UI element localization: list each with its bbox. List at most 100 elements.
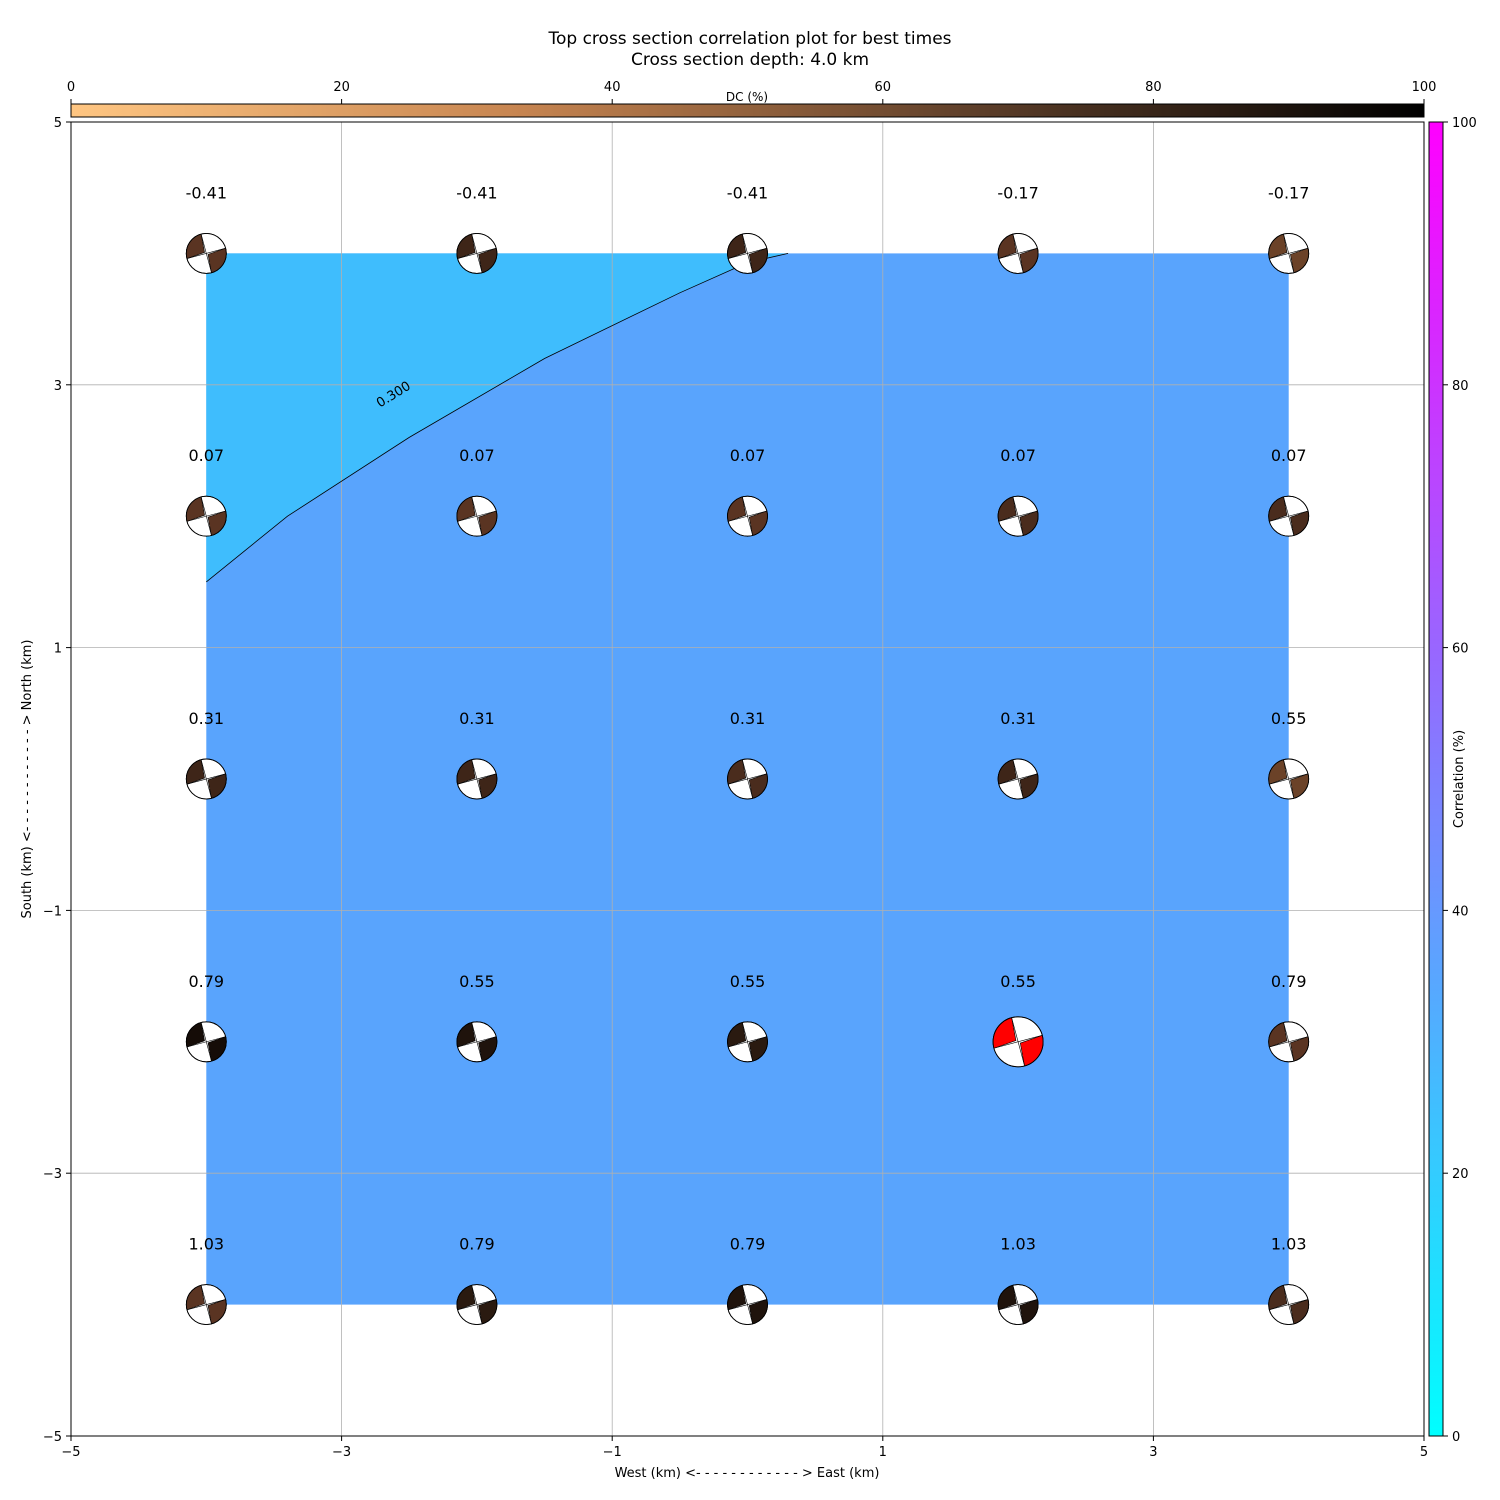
beachball-nodal-plane [457, 247, 497, 259]
beachball-nodal-plane [457, 773, 497, 785]
beachball-nodal-plane [186, 1299, 226, 1311]
correlation-label: 0.79 [1271, 972, 1307, 991]
beachball [727, 232, 768, 274]
beachball-outline [1268, 1284, 1310, 1326]
correlation-tick-label: 20 [1452, 1167, 1469, 1182]
correlation-label: -0.41 [456, 183, 497, 202]
correlation-label: 0.31 [1000, 709, 1036, 728]
correlation-colorbar-label: Correlation (%) [1452, 730, 1467, 828]
beachball-nodal-plane [1269, 1299, 1309, 1311]
correlation-colorbar-ticks: 0 20 40 60 80 100 [1443, 116, 1477, 1445]
beachball [727, 1021, 768, 1063]
beachball-outline [727, 1284, 768, 1326]
y-axis-label: South (km) <- - - - - - - - - - - - > No… [20, 639, 35, 918]
dc-colorbar: 0 20 40 60 80 100 DC (%) [67, 80, 1437, 118]
beachball [456, 495, 498, 537]
beachball-nodal-plane [457, 1299, 497, 1311]
beachball [456, 1021, 498, 1063]
beachball-nodal-plane [728, 1299, 767, 1311]
beachball [997, 1284, 1039, 1326]
plot-area: 0.300 -0.41 -0.41 -0.41 -0.17 -0.170.07 0.07 0… [43, 116, 1428, 1460]
dc-colorbar-ticks: 0 20 40 60 80 100 [67, 80, 1437, 104]
chart-title: Top cross section correlation plot for b… [547, 29, 951, 49]
correlation-label: 0.55 [1000, 972, 1036, 991]
beachball-outline [997, 232, 1039, 274]
beachball-nodal-plane [998, 247, 1038, 259]
grid-lines [71, 122, 1424, 1436]
dc-tick-label: 20 [333, 80, 350, 95]
beachball-outline [456, 758, 498, 800]
beachball-nodal-plane [1269, 1036, 1309, 1048]
beachball-nodal-plane [998, 1299, 1038, 1311]
x-tick-label: 1 [879, 1445, 887, 1460]
beachball [185, 1284, 227, 1326]
beachball-outline [185, 1021, 227, 1063]
beachball-outline [1268, 495, 1310, 537]
correlation-label: 0.07 [730, 446, 766, 465]
y-tick-label: 5 [54, 116, 62, 131]
beachball-nodal-plane [186, 1036, 226, 1048]
correlation-label: 0.31 [459, 709, 495, 728]
y-tick-label: 3 [54, 379, 62, 394]
beachball-nodal-plane [728, 247, 767, 259]
beachball-nodal-plane [186, 773, 226, 785]
dc-colorbar-label: DC (%) [726, 90, 768, 104]
correlation-label: 0.07 [459, 446, 495, 465]
beachball-nodal-plane [1269, 773, 1309, 785]
correlation-label: 0.31 [188, 709, 224, 728]
correlation-label: 1.03 [1271, 1235, 1307, 1254]
plot-frame [70, 121, 1425, 1437]
correlation-label: -0.17 [997, 183, 1038, 202]
correlation-label: 0.55 [730, 972, 766, 991]
beachball [1268, 495, 1310, 537]
y-axis-ticks: −5 −3 −1 1 3 5 [43, 116, 71, 1445]
correlation-tick-label: 100 [1452, 116, 1477, 131]
beachball [1268, 232, 1310, 274]
beachball-outline [185, 1284, 227, 1326]
beachball [997, 495, 1039, 537]
correlation-tick-label: 0 [1452, 1430, 1460, 1445]
chart-subtitle: Cross section depth: 4.0 km [631, 50, 869, 70]
correlation-label: 0.07 [1000, 446, 1036, 465]
correlation-labels: -0.41 -0.41 -0.41 -0.17 -0.17 0.07 0.07 0.07 0.0… [186, 183, 1310, 1253]
y-tick-label: −3 [43, 1167, 62, 1182]
dc-colorbar-bar [70, 103, 1425, 118]
beachball [1268, 758, 1310, 800]
beachball [456, 232, 498, 274]
beachball-nodal-plane [993, 1035, 1043, 1049]
beachball-outline [992, 1016, 1044, 1068]
y-tick-label: −1 [43, 904, 62, 919]
correlation-tick-label: 80 [1452, 379, 1469, 394]
beachball-nodal-plane [998, 773, 1038, 785]
beachball-outline [727, 495, 768, 537]
correlation-label: 1.03 [1000, 1235, 1036, 1254]
x-tick-label: 5 [1420, 1445, 1428, 1460]
beachball [185, 1021, 227, 1063]
correlation-label: -0.41 [186, 183, 227, 202]
correlation-label: 1.03 [188, 1235, 224, 1254]
beachball-outline [456, 232, 498, 274]
dc-tick-label: 100 [1412, 80, 1437, 95]
correlation-label: 0.79 [188, 972, 224, 991]
x-tick-label: −1 [603, 1445, 622, 1460]
beachball-nodal-plane [457, 1036, 497, 1048]
beachball-outline [456, 1021, 498, 1063]
beachball [727, 495, 768, 537]
beachball [1268, 1284, 1310, 1326]
beachball-nodal-plane [728, 1036, 767, 1048]
best-beachball [992, 1016, 1044, 1068]
dc-tick-label: 0 [67, 80, 75, 95]
x-tick-label: −3 [332, 1445, 351, 1460]
x-axis-label: West (km) <- - - - - - - - - - - - > Eas… [615, 1466, 880, 1481]
x-axis-ticks: −5 −3 −1 1 3 5 [61, 1436, 1428, 1460]
correlation-label: 0.07 [1271, 446, 1307, 465]
beachball-nodal-plane [998, 510, 1038, 522]
beachball-outline [456, 1284, 498, 1326]
beachball-outline [185, 232, 227, 274]
beachball [185, 495, 227, 537]
correlation-label: 0.79 [459, 1235, 495, 1254]
correlation-label: 0.07 [188, 446, 224, 465]
correlation-label: 0.55 [1271, 709, 1307, 728]
beachball-outline [456, 495, 498, 537]
